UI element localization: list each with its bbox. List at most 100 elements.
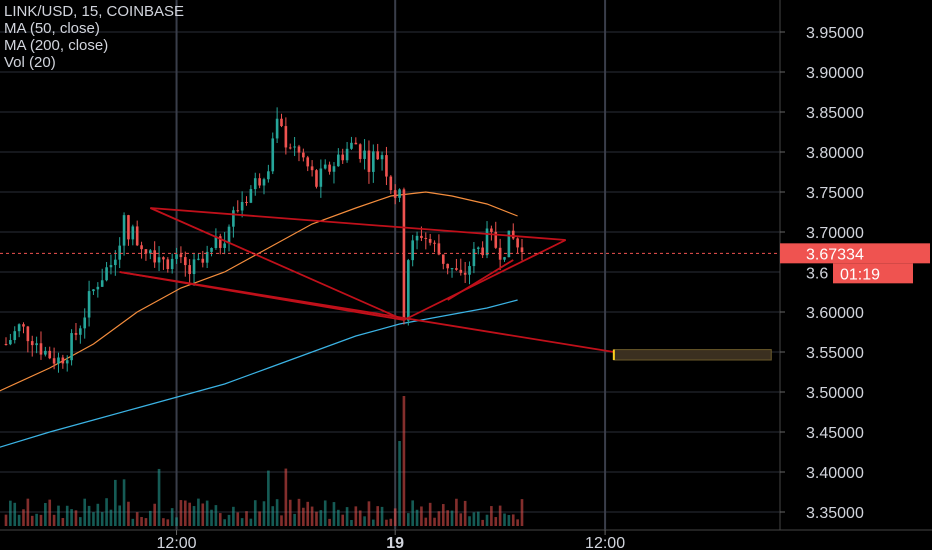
volume-bar (490, 506, 493, 526)
candle-body (9, 340, 12, 345)
price-tick-label: 3.45000 (806, 425, 864, 442)
volume-bar (39, 514, 43, 526)
candle-body (402, 189, 406, 321)
candle-body (214, 236, 218, 249)
price-tick-label: 3.95000 (806, 25, 864, 42)
candle-body (240, 201, 244, 211)
candle-body (406, 260, 410, 321)
volume-bar (288, 499, 292, 526)
candle-body (271, 138, 275, 172)
price-axis[interactable]: 3.95000 3.90000 3.85000 3.80000 3.75000 3.700… (779, 0, 932, 550)
volume-bar (92, 512, 95, 526)
candle-body (516, 238, 519, 248)
volume-bar (65, 505, 69, 526)
price-tick-label: 3.75000 (806, 185, 864, 202)
volume-bar (183, 500, 187, 526)
volume-bar (83, 498, 87, 526)
time-tick-label: 19 (386, 535, 404, 550)
volume-bar (223, 519, 226, 526)
volume-bar (424, 517, 428, 526)
candle-body (472, 248, 476, 267)
candle-body (507, 230, 511, 258)
current-price-badge (780, 243, 930, 264)
candle-body (485, 228, 489, 256)
volume-bar (337, 509, 340, 526)
volume-bar (328, 518, 331, 526)
candle-body (57, 357, 60, 364)
price-tick-label: 3.55000 (806, 345, 864, 362)
candle-body (328, 164, 331, 172)
volume-bar (179, 500, 183, 526)
volume-bar (481, 519, 484, 526)
candle-body (13, 331, 17, 341)
candle-body (192, 259, 196, 275)
candle-body (65, 360, 69, 364)
candle-body (455, 268, 458, 270)
volume-bar (516, 519, 519, 526)
candle-body (157, 257, 161, 263)
volume-bar (507, 515, 511, 526)
candle-body (428, 238, 432, 243)
price-tick-label: 3.80000 (806, 145, 864, 162)
candle-body (210, 248, 213, 252)
volume-bar (61, 518, 65, 526)
volume-bar (26, 498, 30, 526)
countdown-badge (833, 263, 913, 284)
candle-body (61, 357, 65, 364)
time-axis[interactable]: 12:00 19 12:00 (0, 529, 932, 550)
volume-bar (398, 441, 401, 526)
candle-body (245, 201, 248, 203)
volume-bar (30, 515, 34, 526)
volume-bar (293, 513, 296, 526)
price-tick-label: 3.40000 (806, 465, 864, 482)
volume-bar (210, 509, 213, 526)
candle-body (127, 215, 130, 240)
volume-bar (157, 468, 161, 526)
candle-body (380, 155, 384, 160)
volume-bar (498, 505, 502, 526)
volume-bar (503, 513, 506, 526)
volume-bar (367, 501, 371, 526)
volume-bar (463, 500, 467, 526)
price-tick-label: 3.60000 (806, 305, 864, 322)
candle-body (337, 154, 340, 167)
candle-body (267, 171, 270, 180)
volume-bar (332, 502, 336, 526)
volume-bar (402, 396, 406, 526)
volume-bar (105, 498, 108, 526)
volume-bar (485, 514, 489, 526)
candle-body (135, 226, 139, 246)
candle-body (310, 166, 314, 171)
volume-bar (310, 506, 314, 526)
moving-averages (0, 191, 518, 448)
candle-body (511, 230, 515, 239)
candles (4, 107, 524, 373)
candle-body (35, 343, 38, 346)
volume-bar (175, 517, 178, 526)
candle-body (26, 326, 30, 342)
volume-bar (472, 512, 476, 526)
candle-body (249, 189, 253, 203)
volume-bar (249, 518, 253, 526)
candle-body (372, 151, 375, 172)
volume-bar (35, 513, 38, 526)
candle-body (393, 190, 397, 198)
candle-body (450, 268, 454, 270)
volume-bar (197, 498, 200, 526)
volume-bar (319, 510, 323, 526)
candle-body (385, 155, 388, 177)
volume-bar (267, 470, 270, 526)
candle-body (476, 247, 480, 249)
volume-bar (140, 516, 143, 526)
candle-body (122, 215, 126, 246)
volume-bar (275, 499, 279, 526)
volume-bar (389, 518, 393, 526)
pattern-line (403, 239, 567, 321)
candle-body (201, 258, 205, 263)
volume-bar (393, 508, 397, 526)
pattern-line (119, 271, 614, 353)
triangle-pattern-lines[interactable] (0, 207, 780, 361)
candle-body (459, 269, 463, 273)
